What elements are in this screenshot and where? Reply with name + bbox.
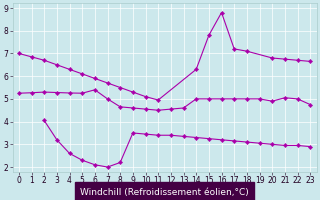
X-axis label: Windchill (Refroidissement éolien,°C): Windchill (Refroidissement éolien,°C) bbox=[80, 188, 249, 197]
